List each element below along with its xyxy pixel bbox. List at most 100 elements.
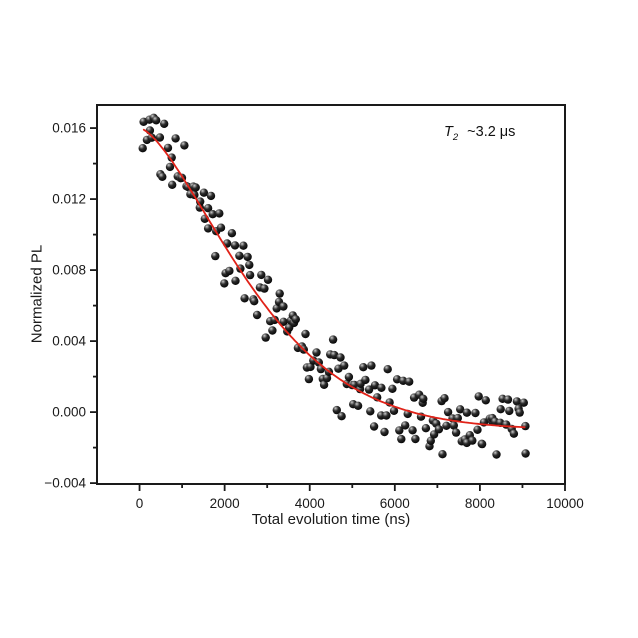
data-point bbox=[211, 251, 220, 261]
data-point bbox=[275, 289, 284, 298]
data-point bbox=[492, 450, 501, 459]
data-point bbox=[521, 449, 530, 458]
data-point bbox=[225, 266, 234, 276]
data-point bbox=[216, 223, 226, 232]
data-point bbox=[268, 326, 277, 335]
data-point bbox=[434, 425, 444, 434]
data-point bbox=[380, 427, 389, 437]
data-point bbox=[405, 377, 414, 386]
fit-line bbox=[142, 128, 526, 429]
data-point bbox=[377, 383, 386, 392]
data-point bbox=[397, 434, 406, 444]
data-point bbox=[481, 396, 490, 405]
t2-value: ~3.2 μs bbox=[467, 124, 516, 140]
data-point bbox=[364, 385, 374, 394]
data-point bbox=[231, 276, 240, 285]
data-point bbox=[367, 361, 376, 370]
data-point bbox=[322, 373, 332, 383]
data-point bbox=[426, 436, 435, 445]
x-tick-label: 2000 bbox=[210, 496, 240, 511]
data-point bbox=[165, 162, 175, 172]
data-point bbox=[505, 406, 514, 416]
data-point bbox=[312, 348, 321, 357]
data-point bbox=[419, 394, 428, 403]
data-point bbox=[411, 434, 420, 444]
data-point bbox=[401, 421, 410, 430]
data-point bbox=[230, 241, 240, 250]
data-point bbox=[456, 405, 465, 414]
data-point bbox=[252, 310, 262, 320]
plot-frame bbox=[96, 104, 566, 485]
data-point bbox=[261, 333, 270, 342]
t2-symbol: T bbox=[444, 124, 453, 140]
data-point bbox=[220, 279, 229, 288]
x-tick-label: 6000 bbox=[380, 496, 410, 511]
data-point bbox=[160, 119, 169, 128]
data-point bbox=[388, 384, 397, 393]
data-point bbox=[147, 133, 156, 142]
data-point bbox=[438, 450, 447, 459]
data-point bbox=[270, 315, 279, 325]
data-point bbox=[291, 315, 300, 324]
data-point bbox=[250, 297, 259, 306]
data-point bbox=[496, 405, 505, 414]
x-tick-label: 4000 bbox=[295, 496, 325, 511]
data-point bbox=[155, 133, 165, 142]
data-point bbox=[215, 209, 224, 218]
data-point bbox=[474, 392, 483, 401]
data-point bbox=[395, 426, 404, 435]
data-point bbox=[361, 375, 370, 385]
data-point bbox=[468, 436, 477, 445]
data-point bbox=[191, 183, 200, 192]
data-point bbox=[208, 210, 217, 219]
data-point bbox=[279, 317, 288, 326]
data-point bbox=[319, 380, 329, 389]
data-point bbox=[421, 424, 431, 433]
y-axis-title: Normalized PL bbox=[28, 244, 46, 344]
data-point bbox=[515, 408, 524, 417]
data-point bbox=[389, 406, 399, 415]
data-point bbox=[382, 411, 391, 420]
data-point bbox=[332, 405, 341, 415]
y-tick-label: 0.012 bbox=[52, 192, 86, 207]
data-point bbox=[171, 134, 180, 143]
data-point bbox=[442, 421, 451, 430]
t2-subscript: 2 bbox=[452, 131, 459, 143]
data-point bbox=[337, 412, 346, 421]
data-point bbox=[477, 439, 487, 449]
y-tick-label: 0.004 bbox=[52, 334, 86, 349]
data-point bbox=[243, 252, 252, 262]
x-tick-label: 8000 bbox=[465, 496, 495, 511]
data-point bbox=[336, 353, 345, 362]
data-point bbox=[359, 363, 368, 372]
data-point bbox=[304, 374, 314, 384]
x-axis-title: Total evolution time (ns) bbox=[251, 511, 411, 528]
data-point bbox=[272, 304, 281, 313]
data-point bbox=[369, 422, 379, 431]
data-point bbox=[279, 302, 288, 311]
data-point bbox=[521, 421, 530, 431]
data-point bbox=[260, 284, 269, 293]
data-point bbox=[440, 394, 449, 403]
data-point bbox=[239, 241, 248, 250]
data-point bbox=[344, 372, 354, 382]
data-point bbox=[257, 270, 266, 280]
data-point bbox=[449, 421, 458, 430]
data-point bbox=[245, 270, 255, 280]
y-tick-label: −0.004 bbox=[44, 476, 86, 491]
data-point bbox=[512, 397, 522, 406]
data-point bbox=[306, 362, 315, 372]
y-tick-label: 0.000 bbox=[52, 405, 86, 420]
data-point bbox=[152, 116, 161, 125]
data-point bbox=[301, 329, 310, 339]
data-point bbox=[503, 395, 513, 404]
data-point bbox=[245, 260, 254, 270]
data-point bbox=[203, 204, 213, 213]
data-point bbox=[316, 364, 326, 374]
data-point bbox=[263, 275, 273, 284]
y-tick-label: 0.008 bbox=[52, 263, 86, 278]
data-point bbox=[353, 401, 363, 410]
data-point bbox=[328, 335, 338, 344]
